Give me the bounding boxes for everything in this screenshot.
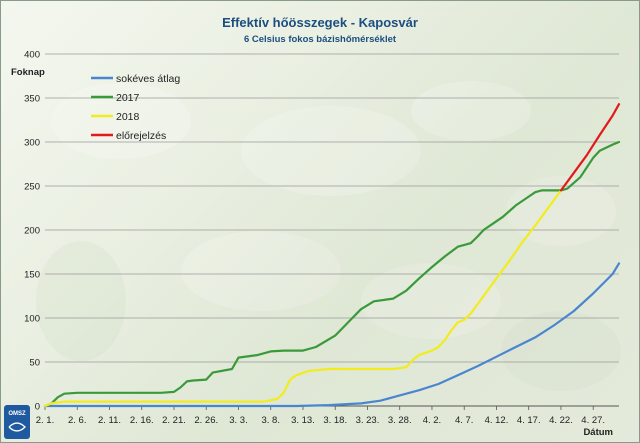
y-axis-ticks: 0 50 100 150 200 250 300 350 400 <box>24 50 40 413</box>
x-tick-label: 3. 13. <box>291 415 315 426</box>
x-tick-label: 2. 16. <box>130 415 154 426</box>
x-axis-ticks: 2. 1. 2. 6. 2. 11. 2. 16. 2. 21. 2. 26. 3. 3. 3… <box>36 406 605 426</box>
series-line-3 <box>559 103 621 192</box>
legend-label: sokéves átlag <box>116 73 180 85</box>
legend: sokéves átlag 2017 2018 előrejelzés <box>91 73 180 142</box>
x-tick-label: 3. 8. <box>261 415 280 426</box>
legend-label: előrejelzés <box>116 130 166 142</box>
x-tick-label: 2. 21. <box>162 415 186 426</box>
series-lines <box>43 103 621 408</box>
y-axis-label: Foknap <box>11 67 45 78</box>
series-line-1 <box>43 140 621 408</box>
y-tick-label: 200 <box>24 226 40 237</box>
x-axis-label: Dátum <box>583 427 613 438</box>
y-tick-label: 0 <box>35 402 40 413</box>
x-tick-label: 3. 3. <box>229 415 248 426</box>
gridlines <box>45 53 619 363</box>
x-tick-label: 2. 26. <box>194 415 218 426</box>
x-tick-label: 3. 23. <box>356 415 380 426</box>
y-tick-label: 300 <box>24 138 40 149</box>
x-tick-label: 2. 6. <box>68 415 87 426</box>
x-tick-label: 4. 27. <box>581 415 605 426</box>
y-tick-label: 100 <box>24 314 40 325</box>
x-tick-label: 4. 7. <box>455 415 474 426</box>
chart-title: Effektív hőösszegek - Kaposvár <box>222 15 418 30</box>
chart-subtitle: 6 Celsius fokos bázishőmérséklet <box>244 34 397 45</box>
x-tick-label: 3. 18. <box>323 415 347 426</box>
legend-label: 2017 <box>116 92 140 104</box>
series-line-2 <box>43 189 563 408</box>
x-tick-label: 4. 2. <box>423 415 442 426</box>
y-tick-label: 400 <box>24 50 40 61</box>
x-tick-label: 4. 17. <box>517 415 541 426</box>
x-tick-label: 2. 11. <box>98 415 121 426</box>
omsz-logo: OMSZ <box>4 405 30 439</box>
x-tick-label: 4. 12. <box>485 415 509 426</box>
y-tick-label: 50 <box>29 358 40 369</box>
y-tick-label: 250 <box>24 182 40 193</box>
omsz-logo-text: OMSZ <box>8 411 26 417</box>
legend-label: 2018 <box>116 111 140 123</box>
series-line-0 <box>43 262 621 408</box>
x-tick-label: 3. 28. <box>388 415 412 426</box>
y-tick-label: 150 <box>24 270 40 281</box>
x-tick-label: 2. 1. <box>36 415 55 426</box>
background-flower-decoration <box>36 81 621 391</box>
x-tick-label: 4. 22. <box>549 415 573 426</box>
y-tick-label: 350 <box>24 94 40 105</box>
